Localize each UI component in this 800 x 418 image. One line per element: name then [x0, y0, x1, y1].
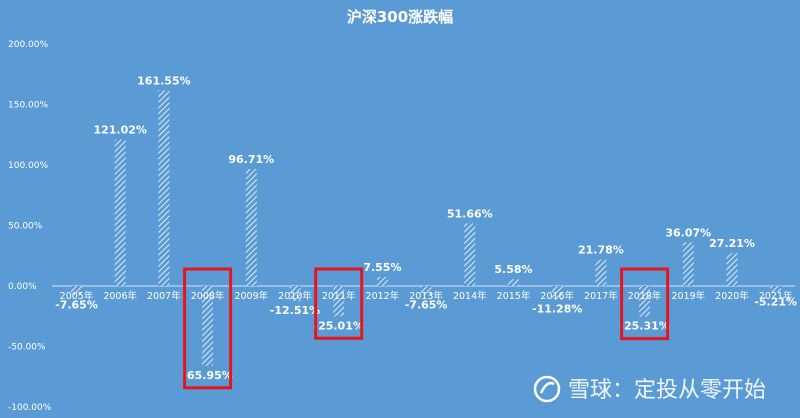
data-label: 5.58%: [494, 263, 532, 276]
bars-group: [71, 90, 782, 366]
x-tick-label: 2017年: [584, 290, 618, 302]
data-label: 121.02%: [93, 124, 146, 137]
data-label: -7.65%: [55, 298, 98, 311]
x-tick-label: 2016年: [540, 290, 574, 302]
bar: [639, 286, 651, 317]
x-tick-label: 2008年: [191, 290, 225, 302]
bar: [202, 286, 214, 366]
data-label: -25.01%: [314, 319, 364, 332]
data-label: -7.65%: [405, 298, 448, 311]
bar: [333, 286, 345, 317]
axis-group: 200.00% 150.00% 100.00% 50.00% 0.00% -50.00% -…: [8, 40, 795, 413]
snowball-logo-icon: [533, 375, 561, 403]
x-tick-label: 2012年: [366, 290, 400, 302]
x-tick-label: 2015年: [497, 290, 531, 302]
y-tick-label: 200.00%: [8, 40, 48, 50]
x-tick-label: 2007年: [147, 290, 181, 302]
y-tick-label: 0.00%: [8, 282, 37, 292]
data-label: 161.55%: [137, 75, 190, 88]
bar: [420, 286, 432, 296]
x-tick-label: 2011年: [322, 290, 356, 302]
labels-group: 2005年-7.65%2006年121.02%2007年161.55%2008年…: [55, 75, 797, 382]
x-tick-label: 2009年: [234, 290, 268, 302]
x-tick-label: 2014年: [453, 290, 487, 302]
data-label: 96.71%: [228, 153, 274, 166]
bar: [464, 223, 476, 286]
highlight-box: [620, 267, 670, 341]
y-tick-label: 150.00%: [8, 101, 48, 111]
data-label: -25.31%: [619, 320, 669, 333]
data-label: 7.55%: [363, 261, 401, 274]
y-tick-label: 50.00%: [8, 222, 43, 232]
watermark-text: 雪球：定投从零开始: [568, 378, 766, 403]
data-label: -65.95%: [182, 369, 232, 382]
bar: [682, 242, 694, 286]
bar: [595, 259, 607, 286]
highlight-boxes: [183, 267, 670, 390]
chart-title: 沪深300涨跌幅: [347, 8, 453, 26]
x-tick-label: 2021年: [759, 290, 793, 302]
x-tick-label: 2020年: [715, 290, 749, 302]
bar: [158, 90, 170, 286]
bar: [289, 286, 301, 302]
bar: [770, 286, 782, 293]
bar: [376, 276, 388, 286]
x-tick-label: 2018年: [628, 290, 662, 302]
data-label: 36.07%: [665, 226, 711, 239]
watermark: 雪球：定投从零开始: [533, 375, 766, 403]
bar: [726, 253, 738, 286]
x-tick-label: 2006年: [103, 290, 137, 302]
x-tick-label: 2019年: [671, 290, 705, 302]
data-label: -5.21%: [754, 295, 797, 308]
y-tick-label: 100.00%: [8, 161, 48, 171]
y-tick-label: -100.00%: [8, 403, 52, 413]
x-tick-label: 2013年: [409, 290, 443, 302]
x-tick-label: 2010年: [278, 290, 312, 302]
bar: [551, 286, 563, 300]
data-label: 51.66%: [447, 207, 493, 220]
bar: [508, 279, 519, 286]
highlight-box: [314, 267, 364, 340]
x-tick-label: 2005年: [60, 290, 94, 302]
bar: [114, 139, 126, 286]
y-tick-label: -50.00%: [8, 343, 46, 353]
bar: [245, 168, 257, 286]
data-label: -11.28%: [532, 303, 582, 316]
data-label: 27.21%: [709, 237, 755, 250]
bar: [71, 286, 82, 296]
data-label: -12.51%: [270, 304, 320, 317]
highlight-box: [183, 267, 233, 390]
data-label: 21.78%: [578, 244, 624, 257]
